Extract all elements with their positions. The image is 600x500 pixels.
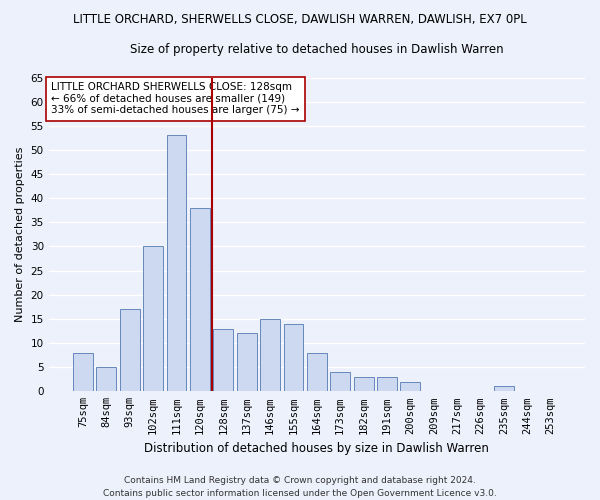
Bar bbox=[143, 246, 163, 392]
Bar bbox=[214, 328, 233, 392]
Bar bbox=[97, 367, 116, 392]
Bar bbox=[353, 377, 374, 392]
Bar bbox=[377, 377, 397, 392]
Bar bbox=[307, 352, 327, 392]
Bar bbox=[190, 208, 210, 392]
Bar bbox=[237, 334, 257, 392]
Bar bbox=[400, 382, 421, 392]
Bar bbox=[284, 324, 304, 392]
Text: LITTLE ORCHARD, SHERWELLS CLOSE, DAWLISH WARREN, DAWLISH, EX7 0PL: LITTLE ORCHARD, SHERWELLS CLOSE, DAWLISH… bbox=[73, 12, 527, 26]
X-axis label: Distribution of detached houses by size in Dawlish Warren: Distribution of detached houses by size … bbox=[145, 442, 489, 455]
Y-axis label: Number of detached properties: Number of detached properties bbox=[15, 146, 25, 322]
Bar bbox=[167, 136, 187, 392]
Bar bbox=[73, 352, 93, 392]
Bar bbox=[330, 372, 350, 392]
Text: LITTLE ORCHARD SHERWELLS CLOSE: 128sqm
← 66% of detached houses are smaller (149: LITTLE ORCHARD SHERWELLS CLOSE: 128sqm ←… bbox=[52, 82, 300, 116]
Text: Contains HM Land Registry data © Crown copyright and database right 2024.
Contai: Contains HM Land Registry data © Crown c… bbox=[103, 476, 497, 498]
Bar bbox=[494, 386, 514, 392]
Bar bbox=[260, 319, 280, 392]
Bar bbox=[120, 309, 140, 392]
Title: Size of property relative to detached houses in Dawlish Warren: Size of property relative to detached ho… bbox=[130, 42, 503, 56]
